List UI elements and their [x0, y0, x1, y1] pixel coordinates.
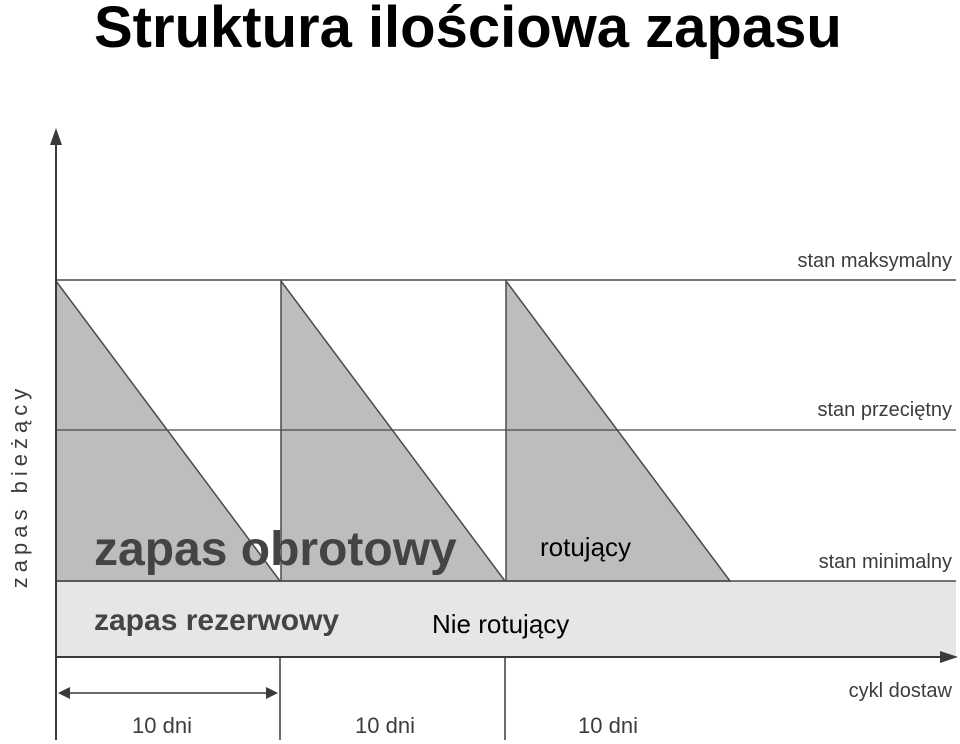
- interval-label-1: 10 dni: [132, 713, 192, 738]
- interval-label-3: 10 dni: [578, 713, 638, 738]
- y-axis-label: zapas bieżący: [7, 384, 32, 588]
- reserve-annotation: Nie rotujący: [432, 609, 569, 639]
- reserve-stock-band: [56, 581, 956, 657]
- max-level-label: stan maksymalny: [798, 250, 953, 272]
- reserve-stock-label: zapas rezerwowy: [94, 604, 339, 637]
- y-axis-arrow: [50, 128, 62, 145]
- dimension-arrow-left: [58, 687, 70, 699]
- interval-label-2: 10 dni: [355, 713, 415, 738]
- avg-level-label: stan przeciętny: [817, 399, 952, 421]
- x-axis-arrow: [940, 651, 958, 663]
- dimension-arrow-right: [266, 687, 278, 699]
- rotating-stock-label: zapas obrotowy: [94, 523, 457, 576]
- rotating-annotation: rotujący: [540, 532, 631, 562]
- min-level-label: stan minimalny: [819, 551, 952, 573]
- x-axis-label: cykl dostaw: [849, 680, 953, 702]
- slide-title: Struktura ilościowa zapasu: [94, 0, 842, 60]
